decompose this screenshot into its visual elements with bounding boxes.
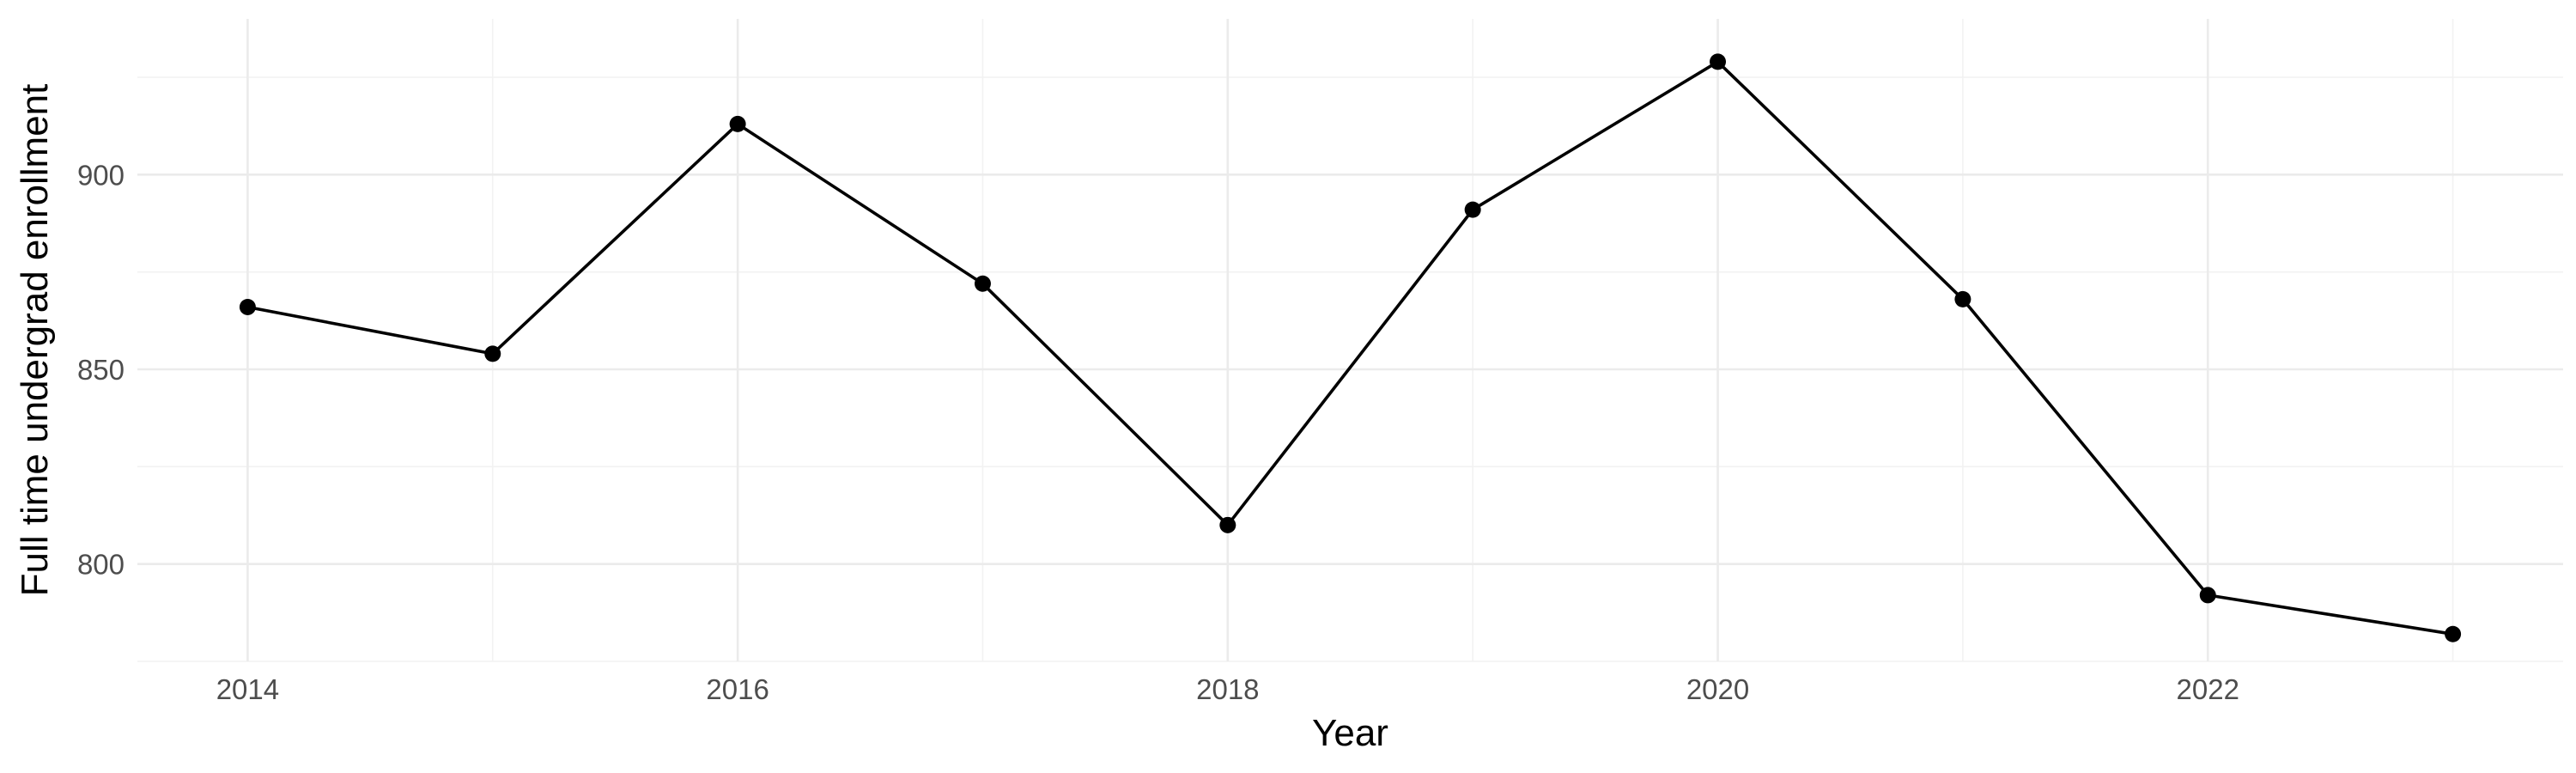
data-point (729, 115, 746, 132)
data-point (2445, 625, 2462, 642)
x-axis-title: Year (1312, 712, 1388, 754)
x-tick-label: 2014 (216, 673, 279, 705)
y-tick-label: 900 (77, 159, 125, 191)
data-points (239, 53, 2462, 642)
x-tick-label: 2020 (1686, 673, 1749, 705)
series-line (247, 60, 2453, 636)
x-tick-label: 2016 (706, 673, 769, 705)
data-point (484, 345, 501, 362)
data-point (1954, 290, 1971, 307)
data-point (1464, 201, 1481, 218)
grid (137, 19, 2563, 662)
y-tick-label: 850 (77, 354, 125, 386)
data-point (1710, 53, 1727, 70)
data-point (239, 298, 256, 315)
y-tick-label: 800 (77, 549, 125, 581)
data-point (2199, 587, 2216, 604)
tick-labels: 2014 2016 2018 2020 2022 800 850 900 (77, 159, 2239, 705)
data-point (974, 275, 991, 292)
x-tick-label: 2022 (2177, 673, 2239, 705)
x-tick-label: 2018 (1196, 673, 1259, 705)
y-axis-title: Full time undergrad enrollment (14, 84, 56, 597)
data-point (1219, 516, 1236, 533)
